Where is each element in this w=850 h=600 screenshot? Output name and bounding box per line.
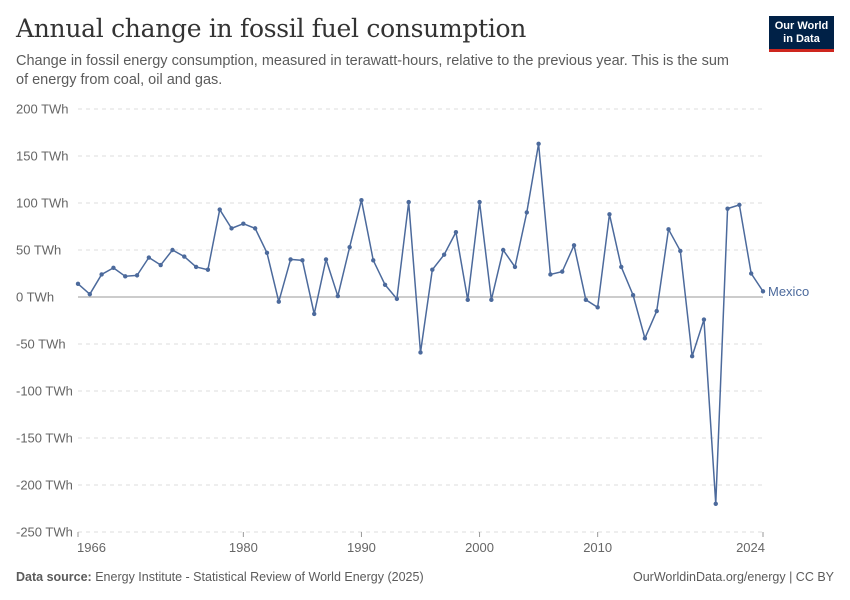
data-source: Data source: Energy Institute - Statisti… xyxy=(16,570,424,584)
gridlines xyxy=(78,108,763,533)
data-point[interactable] xyxy=(264,250,270,256)
y-tick-label: 50 TWh xyxy=(16,243,61,258)
data-point[interactable] xyxy=(288,257,293,262)
y-tick-label: -150 TWh xyxy=(16,431,73,446)
data-point[interactable] xyxy=(99,272,104,277)
y-tick-label: 100 TWh xyxy=(16,196,69,211)
data-point[interactable] xyxy=(418,350,423,355)
data-point[interactable] xyxy=(229,226,234,231)
chart-subtitle: Change in fossil energy consumption, mea… xyxy=(16,53,730,88)
logo-line-2: in Data xyxy=(783,33,820,45)
data-point[interactable] xyxy=(453,229,459,235)
owid-logo[interactable]: Our World in Data xyxy=(769,16,834,52)
x-tick-label: 2000 xyxy=(465,540,494,555)
data-point[interactable] xyxy=(312,311,317,317)
data-point[interactable] xyxy=(252,226,258,231)
data-point[interactable] xyxy=(489,297,494,303)
data-source-label: Data source: xyxy=(16,570,92,584)
data-point[interactable] xyxy=(347,244,352,250)
data-point[interactable] xyxy=(595,305,600,310)
data-point[interactable] xyxy=(182,254,187,259)
x-tick-label: 2010 xyxy=(583,540,612,555)
data-point[interactable] xyxy=(241,221,246,226)
data-point[interactable] xyxy=(500,247,506,253)
data-point[interactable] xyxy=(560,269,565,274)
data-point[interactable] xyxy=(335,293,341,299)
data-point[interactable] xyxy=(571,243,577,248)
data-point[interactable] xyxy=(300,258,305,263)
data-point[interactable] xyxy=(158,262,163,268)
data-point[interactable] xyxy=(111,265,116,271)
y-tick-label: -100 TWh xyxy=(16,384,73,399)
y-tick-label: 150 TWh xyxy=(16,149,69,164)
y-tick-label: -250 TWh xyxy=(16,525,73,540)
data-point[interactable] xyxy=(276,299,281,304)
footer-license[interactable]: OurWorldinData.org/energy | CC BY xyxy=(632,570,834,584)
data-point[interactable] xyxy=(642,336,648,341)
data-point[interactable] xyxy=(75,281,81,287)
data-point[interactable] xyxy=(583,297,589,303)
data-point[interactable] xyxy=(725,206,730,211)
series-layer: Mexico xyxy=(75,141,809,506)
data-point[interactable] xyxy=(619,264,624,270)
data-point[interactable] xyxy=(536,141,541,146)
data-point[interactable] xyxy=(654,308,659,314)
data-point[interactable] xyxy=(134,273,140,278)
data-source-text[interactable]: Energy Institute - Statistical Review of… xyxy=(95,570,424,584)
y-axis-ticks: 200 TWh 150 TWh 100 TWh 50 TWh 0 TWh -50 TWh -… xyxy=(16,102,73,540)
y-tick-label: 0 TWh xyxy=(16,290,54,305)
x-axis-ticks: 1966 1980 1990 2000 2010 2024 xyxy=(77,532,765,555)
data-point[interactable] xyxy=(477,199,482,205)
data-point[interactable] xyxy=(689,354,695,359)
data-point[interactable] xyxy=(123,274,128,279)
data-point[interactable] xyxy=(630,292,636,298)
data-point[interactable] xyxy=(146,255,152,260)
data-point[interactable] xyxy=(441,252,447,257)
x-tick-label: 1980 xyxy=(229,540,258,555)
data-point[interactable] xyxy=(666,227,671,232)
data-point[interactable] xyxy=(524,210,529,215)
data-point[interactable] xyxy=(512,264,518,270)
series-label[interactable]: Mexico xyxy=(768,284,809,299)
data-point[interactable] xyxy=(205,267,211,272)
data-point[interactable] xyxy=(323,257,329,262)
data-point[interactable] xyxy=(607,212,612,217)
x-tick-label: 1966 xyxy=(77,540,106,555)
data-point[interactable] xyxy=(406,199,411,205)
data-point[interactable] xyxy=(371,258,376,263)
data-point[interactable] xyxy=(548,272,553,277)
data-point[interactable] xyxy=(748,271,754,276)
data-point[interactable] xyxy=(760,289,766,294)
y-tick-label: -200 TWh xyxy=(16,478,73,493)
data-point[interactable] xyxy=(430,267,435,272)
data-point[interactable] xyxy=(217,207,222,212)
data-point[interactable] xyxy=(701,317,707,322)
chart-title: Annual change in fossil fuel consumption xyxy=(16,14,527,43)
data-point[interactable] xyxy=(737,202,742,208)
data-point[interactable] xyxy=(678,248,683,254)
logo-line-1: Our World xyxy=(774,20,829,32)
y-tick-label: 200 TWh xyxy=(16,102,69,117)
data-point[interactable] xyxy=(394,296,400,302)
data-point[interactable] xyxy=(465,297,470,303)
data-point[interactable] xyxy=(170,247,175,253)
data-point[interactable] xyxy=(382,282,388,287)
x-tick-label: 1990 xyxy=(347,540,376,555)
data-point[interactable] xyxy=(713,501,718,506)
x-tick-label: 2024 xyxy=(736,540,765,555)
data-point[interactable] xyxy=(193,264,199,270)
series-line-mexico[interactable] xyxy=(77,143,764,505)
y-tick-label: -50 TWh xyxy=(16,337,66,352)
data-point[interactable] xyxy=(87,291,93,297)
data-point[interactable] xyxy=(359,197,364,203)
